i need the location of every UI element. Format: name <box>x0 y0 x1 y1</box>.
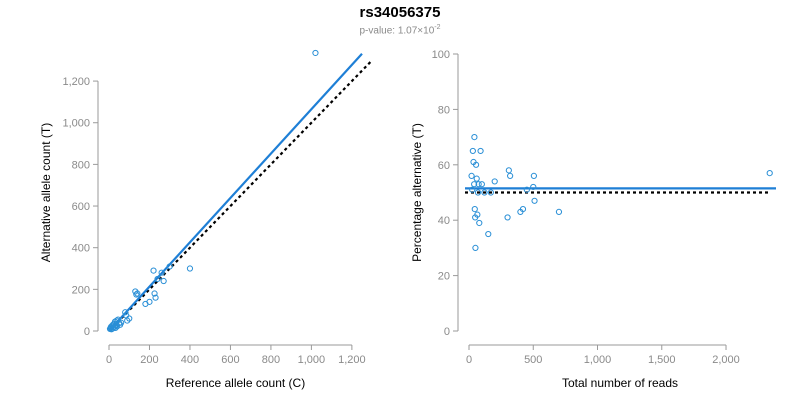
data-point <box>133 291 140 298</box>
x-tick-label: 1,500 <box>648 354 676 366</box>
y-tick-label: 400 <box>72 243 90 255</box>
x-tick-label: 0 <box>466 354 472 366</box>
x-tick-label: 0 <box>106 354 112 366</box>
data-point <box>530 172 537 179</box>
data-point <box>471 181 478 188</box>
data-point <box>469 147 476 155</box>
data-point <box>504 214 511 221</box>
data-point <box>473 175 480 182</box>
data-point <box>146 298 153 305</box>
data-point <box>507 172 514 179</box>
data-point <box>531 197 538 204</box>
data-point <box>766 170 773 177</box>
y-tick-label: 80 <box>438 104 450 116</box>
y-tick-label: 200 <box>72 284 90 296</box>
data-point <box>166 263 173 270</box>
data-point <box>151 290 158 297</box>
x-tick-label: 600 <box>221 354 239 366</box>
allele-count-plot: 0 200 400 600 800 1,000 1,200 0 200 400 600 800 1,00… <box>39 49 373 390</box>
x-axis-label: Total number of reads <box>562 376 678 390</box>
data-point <box>122 309 129 316</box>
data-point <box>505 167 512 174</box>
x-axis-label: Reference allele count (C) <box>166 376 305 390</box>
p-value-exponent: -2 <box>434 24 441 31</box>
data-point <box>530 183 537 191</box>
data-point <box>474 211 481 218</box>
chart-subtitle: p-value: 1.07×10-2 <box>0 24 800 36</box>
percentage-plot: 0 500 1,000 1,500 2,000 0 20 40 60 80 100 Total num… <box>410 49 776 390</box>
data-point <box>112 324 119 331</box>
data-point <box>160 277 167 285</box>
y-tick-label: 0 <box>444 326 450 338</box>
x-tick-label: 1,000 <box>584 354 612 366</box>
data-point <box>519 206 527 213</box>
data-point <box>472 161 480 168</box>
x-tick-label: 2,000 <box>712 354 740 366</box>
y-tick-label: 1,200 <box>62 76 90 88</box>
data-point <box>312 49 319 57</box>
data-point <box>487 189 494 196</box>
data-point <box>471 206 478 213</box>
y-tick-label: 0 <box>84 326 90 338</box>
data-point <box>150 267 157 274</box>
data-point <box>118 319 125 326</box>
x-tick-label: 1,000 <box>298 354 326 366</box>
data-point <box>126 315 133 322</box>
y-tick-label: 600 <box>72 201 90 213</box>
data-point <box>158 269 165 276</box>
p-value-text: p-value: 1.07×10 <box>359 25 435 37</box>
data-point <box>474 189 482 196</box>
data-point <box>152 294 159 301</box>
data-point <box>481 189 488 196</box>
y-axis-label: Percentage alternative (T) <box>410 123 424 262</box>
data-point <box>471 134 478 141</box>
data-point <box>186 265 194 272</box>
y-axis-label: Alternative allele count (T) <box>39 123 53 262</box>
data-point <box>478 181 485 188</box>
chart-title: rs34056375 <box>359 4 441 21</box>
data-point <box>468 172 475 179</box>
reference-line <box>108 59 373 332</box>
data-point <box>476 219 483 227</box>
y-tick-label: 40 <box>438 215 450 227</box>
x-tick-label: 200 <box>140 354 158 366</box>
y-tick-label: 60 <box>438 160 450 172</box>
fit-line <box>108 52 363 332</box>
data-point <box>154 275 161 283</box>
data-point <box>134 290 141 297</box>
x-tick-label: 1,200 <box>338 354 366 366</box>
data-point <box>555 208 563 215</box>
data-point <box>475 181 482 188</box>
x-tick-label: 800 <box>262 354 280 366</box>
y-tick-label: 1,000 <box>62 118 90 130</box>
data-point <box>472 244 479 251</box>
x-tick-label: 500 <box>524 354 542 366</box>
data-point <box>485 230 492 238</box>
data-point <box>491 178 498 185</box>
y-tick-label: 20 <box>438 271 450 283</box>
y-tick-label: 100 <box>432 49 450 61</box>
y-tick-label: 800 <box>72 159 90 171</box>
x-tick-label: 400 <box>181 354 199 366</box>
data-point <box>477 147 484 155</box>
data-point <box>523 186 530 193</box>
data-point <box>469 186 476 193</box>
